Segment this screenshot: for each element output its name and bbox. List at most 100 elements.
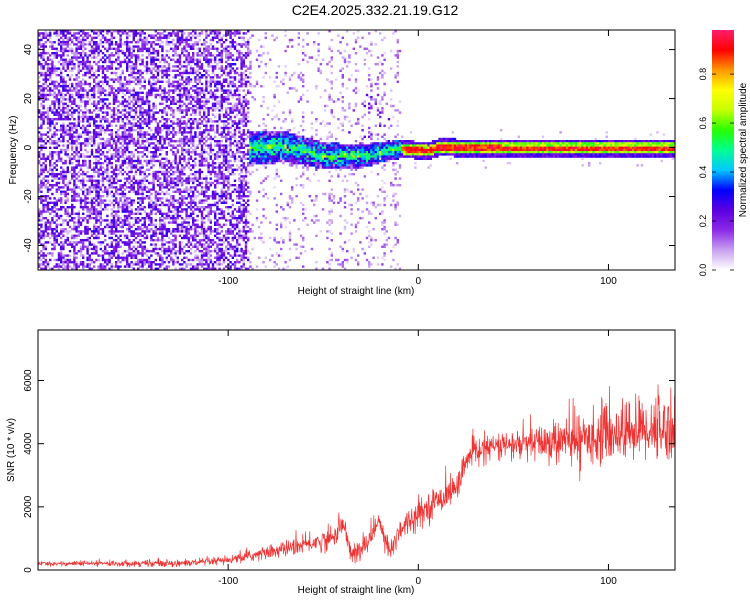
spectrogram-cell [121, 230, 124, 233]
spectrogram-cell [66, 115, 69, 119]
spectrogram-cell [145, 60, 149, 64]
spectrogram-cell [167, 126, 171, 130]
spectrogram-cell [82, 170, 85, 174]
spectrogram-cell [117, 214, 120, 218]
spectrogram-cell [189, 173, 193, 176]
spectrogram-cell [51, 157, 54, 160]
spectrogram-cell [143, 69, 146, 72]
spectrogram-cell [159, 135, 162, 138]
spectrogram-cell [97, 230, 100, 233]
spectrogram-cell [66, 109, 69, 112]
spectrogram-cell [207, 65, 210, 68]
spectrogram-cell [163, 122, 166, 125]
spectrogram-cell [152, 175, 155, 178]
spectrogram-cell [211, 45, 215, 48]
spectrogram-cell [77, 157, 80, 160]
spectrogram-cell [174, 122, 177, 125]
spectrogram-cell [51, 210, 54, 213]
spectrogram-cell [101, 67, 105, 70]
spectrogram-cell [62, 175, 65, 178]
spectrogram-cell [60, 175, 63, 178]
spectrogram-cell [123, 58, 127, 61]
spectrogram-cell [137, 263, 140, 266]
spectrogram-cell [46, 210, 50, 213]
spectrogram-cell [165, 137, 168, 141]
spectrogram-cell [203, 177, 206, 180]
spectrogram-cell [86, 225, 89, 229]
spectrogram-cell [62, 85, 65, 88]
spectrogram-cell [211, 230, 215, 233]
spectrogram-cell [189, 168, 193, 171]
spectrogram-cell [128, 41, 131, 44]
spectrogram-cell [51, 164, 54, 167]
spectrogram-cell [115, 223, 118, 226]
spectrogram-cell [137, 250, 140, 253]
spectrogram-cell [165, 170, 168, 174]
spectrogram-cell [141, 201, 144, 204]
spectrogram-cell [139, 34, 142, 37]
spectrogram-cell [203, 115, 206, 119]
spectrogram-cell [150, 155, 153, 158]
spectrogram-cell [150, 82, 153, 86]
spectrogram-cell [128, 107, 131, 110]
spectrogram-cell [77, 71, 80, 75]
spectrogram-cell [203, 201, 206, 204]
spectrogram-cell [187, 52, 190, 55]
spectrogram-cell [154, 131, 157, 134]
spectrogram-cell [159, 131, 162, 134]
spectrogram-cell [66, 239, 69, 242]
spectrogram-cell [163, 140, 166, 143]
spectrogram-cell [167, 214, 171, 218]
spectrogram-cell [62, 96, 65, 99]
spectrogram-cell [84, 144, 87, 147]
spectrogram-cell [55, 140, 58, 143]
spectrogram-cell [183, 80, 186, 83]
spectrogram-cell [110, 87, 113, 90]
spectrogram-cell [86, 36, 89, 39]
spectrogram-cell [104, 252, 107, 255]
spectrogram-cell [121, 241, 124, 244]
spectrogram-cell [101, 41, 105, 44]
spectrogram-cell [128, 137, 131, 141]
spectrogram-cell [115, 89, 118, 92]
spectrogram-cell [60, 85, 63, 88]
spectrogram-cell [196, 41, 199, 44]
spectrogram-cell [187, 98, 190, 101]
spectrogram-cell [40, 71, 43, 75]
spectrogram-cell [90, 261, 94, 264]
spectrogram-cell [130, 137, 133, 141]
spectrogram-cell [68, 135, 72, 138]
spectrogram-cell [77, 155, 80, 158]
spectrogram-cell [203, 186, 206, 189]
spectrogram-cell [141, 85, 144, 88]
spectrogram-cell [119, 186, 122, 189]
spectrogram-cell [174, 80, 177, 83]
spectrogram-cell [203, 52, 206, 55]
spectrogram-cell [97, 74, 100, 77]
spectrogram-cell [165, 54, 168, 57]
spectrogram-cell [214, 173, 217, 176]
spectrogram-cell [128, 221, 131, 224]
spectrogram-cell [128, 181, 131, 185]
spectrogram-cell [106, 49, 109, 53]
spectrogram-cell [143, 65, 146, 68]
spectrogram-cell [123, 170, 127, 174]
spectrogram-cell [192, 199, 195, 202]
spectrogram-cell [134, 122, 138, 125]
spectrogram-cell [143, 159, 146, 163]
spectrogram-cell [161, 41, 164, 44]
spectrogram-cell [145, 234, 149, 237]
spectrogram-cell [95, 228, 98, 231]
spectrogram-cell [156, 131, 160, 134]
spectrogram-cell [53, 241, 56, 244]
spectrogram-cell [205, 71, 208, 75]
spectrogram-cell [46, 219, 50, 222]
spectrogram-cell [176, 120, 179, 123]
spectrogram-cell [154, 30, 157, 33]
spectrogram-cell [192, 166, 195, 169]
spectrogram-cell [130, 107, 133, 110]
spectrogram-cell [205, 247, 208, 251]
spectrogram-cell [84, 100, 87, 103]
spectrogram-cell [104, 208, 107, 211]
spectrogram-cell [183, 267, 186, 270]
